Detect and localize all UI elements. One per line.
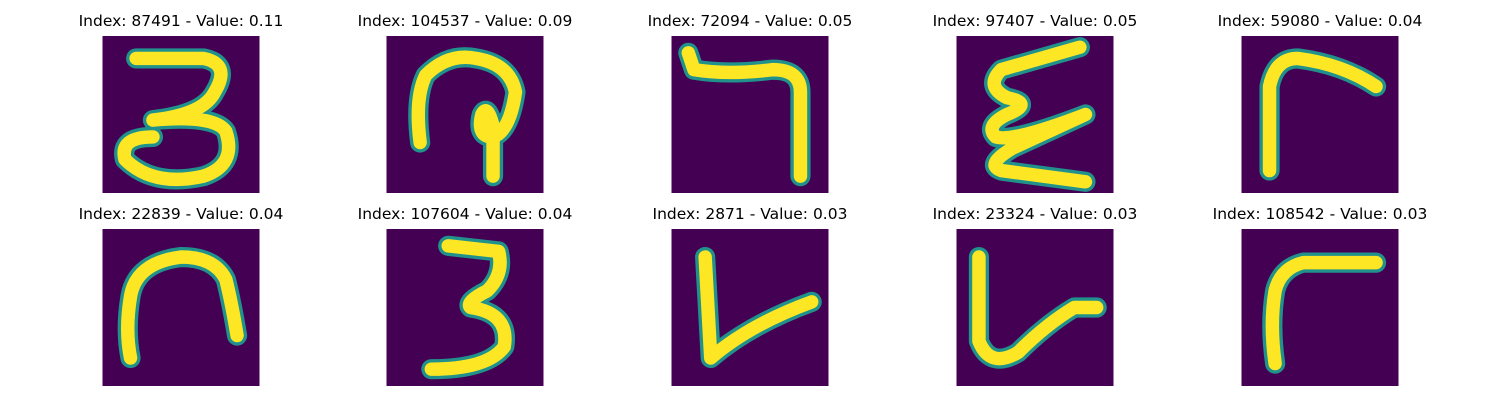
panel-title: Index: 2871 - Value: 0.03 xyxy=(652,205,848,223)
digit-image-arch xyxy=(102,229,260,386)
digit-image-zigzag xyxy=(956,36,1114,193)
panel-title: Index: 72094 - Value: 0.05 xyxy=(647,12,853,30)
panel-59080: Index: 59080 - Value: 0.04 xyxy=(1195,11,1445,193)
panel-23324: Index: 23324 - Value: 0.03 xyxy=(910,204,1160,386)
digit-image-bent-stroke xyxy=(1241,36,1399,193)
panel-title: Index: 22839 - Value: 0.04 xyxy=(78,205,284,223)
panel-title: Index: 108542 - Value: 0.03 xyxy=(1212,205,1428,223)
panel-108542: Index: 108542 - Value: 0.03 xyxy=(1195,204,1445,386)
digit-image-seven xyxy=(671,36,829,193)
panel-title: Index: 107604 - Value: 0.04 xyxy=(357,205,573,223)
digit-image-bent-stroke xyxy=(1241,229,1399,386)
panel-title: Index: 97407 - Value: 0.05 xyxy=(932,12,1138,30)
panel-title: Index: 87491 - Value: 0.11 xyxy=(78,12,284,30)
panel-72094: Index: 72094 - Value: 0.05 xyxy=(625,11,875,193)
panel-107604: Index: 107604 - Value: 0.04 xyxy=(340,204,590,386)
panel-22839: Index: 22839 - Value: 0.04 xyxy=(56,204,306,386)
digit-image-loop xyxy=(386,36,544,193)
panel-97407: Index: 97407 - Value: 0.05 xyxy=(910,11,1160,193)
panel-title: Index: 104537 - Value: 0.09 xyxy=(357,12,573,30)
panel-2871: Index: 2871 - Value: 0.03 xyxy=(625,204,875,386)
digit-image-checkmark xyxy=(956,229,1114,386)
panel-87491: Index: 87491 - Value: 0.11 xyxy=(56,11,306,193)
digit-image-three xyxy=(102,36,260,193)
panel-title: Index: 23324 - Value: 0.03 xyxy=(932,205,1138,223)
panel-104537: Index: 104537 - Value: 0.09 xyxy=(340,11,590,193)
panel-title: Index: 59080 - Value: 0.04 xyxy=(1217,12,1423,30)
digit-image-checkmark xyxy=(671,229,829,386)
digit-image-three xyxy=(386,229,544,386)
